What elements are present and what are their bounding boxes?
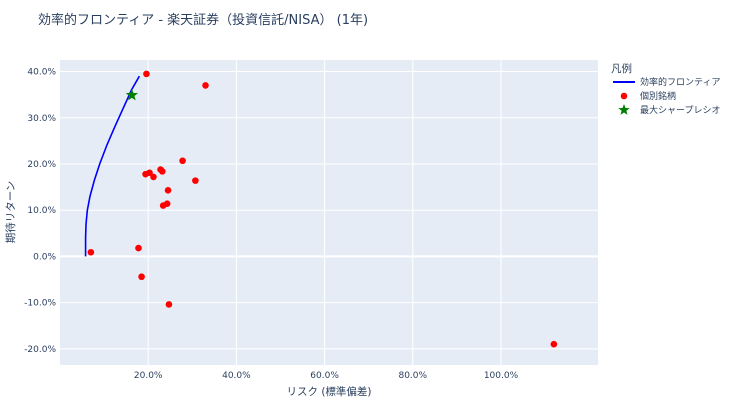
legend-label: 最大シャープレシオ: [640, 104, 720, 116]
stock-point[interactable]: [150, 173, 157, 181]
stock-point[interactable]: [143, 70, 150, 78]
stock-point[interactable]: [165, 301, 173, 308]
x-tick-label: 80.0%: [398, 371, 427, 381]
stock-point[interactable]: [159, 202, 167, 209]
legend-item[interactable]: 最大シャープレシオ: [618, 104, 720, 116]
legend-dot-swatch: [620, 92, 628, 100]
y-tick-label: -20.0%: [24, 345, 56, 355]
stock-point[interactable]: [142, 170, 149, 178]
stock-point[interactable]: [138, 273, 145, 281]
max-sharpe-star[interactable]: [125, 88, 139, 101]
x-tick-label: 20.0%: [134, 371, 163, 381]
y-tick-label: 20.0%: [27, 160, 56, 170]
plot-area: [60, 60, 598, 365]
legend-item[interactable]: 効率的フロンティア: [613, 76, 720, 88]
y-tick-label: -10.0%: [24, 299, 56, 309]
stock-point[interactable]: [164, 187, 172, 194]
series: [84, 70, 558, 348]
stock-point[interactable]: [135, 244, 142, 252]
legend-item[interactable]: 個別銘柄: [620, 90, 676, 102]
y-tick-labels: -20.0% -10.0% 0.0% 10.0% 20.0% 30.0% 40.0%: [24, 68, 56, 355]
x-tick-labels: 20.0% 40.0% 60.0% 80.0% 100.0%: [134, 371, 519, 381]
legend-title: 凡例: [611, 62, 632, 75]
stock-point[interactable]: [87, 248, 95, 256]
legend-label: 効率的フロンティア: [640, 76, 720, 88]
legend-label: 個別銘柄: [640, 90, 676, 102]
y-tick-label: 30.0%: [27, 114, 56, 124]
legend-star-swatch: [618, 104, 630, 115]
x-axis-title: リスク (標準偏差): [286, 385, 371, 398]
stock-point[interactable]: [179, 157, 186, 165]
x-tick-label: 60.0%: [310, 371, 339, 381]
y-tick-label: 0.0%: [33, 252, 56, 262]
y-tick-label: 40.0%: [27, 68, 56, 78]
stock-point[interactable]: [202, 82, 209, 89]
stock-point[interactable]: [192, 177, 199, 184]
y-axis-title: 期待リターン: [4, 181, 17, 243]
chart-title: 効率的フロンティア - 楽天証券（投資信託/NISA） (1年): [38, 12, 368, 28]
grid: [60, 60, 598, 365]
stock-point[interactable]: [159, 168, 166, 175]
x-tick-label: 100.0%: [484, 371, 519, 381]
x-tick-label: 40.0%: [222, 371, 251, 381]
y-tick-label: 10.0%: [27, 206, 56, 216]
stock-point[interactable]: [550, 340, 558, 348]
frontier-line: [84, 75, 141, 257]
